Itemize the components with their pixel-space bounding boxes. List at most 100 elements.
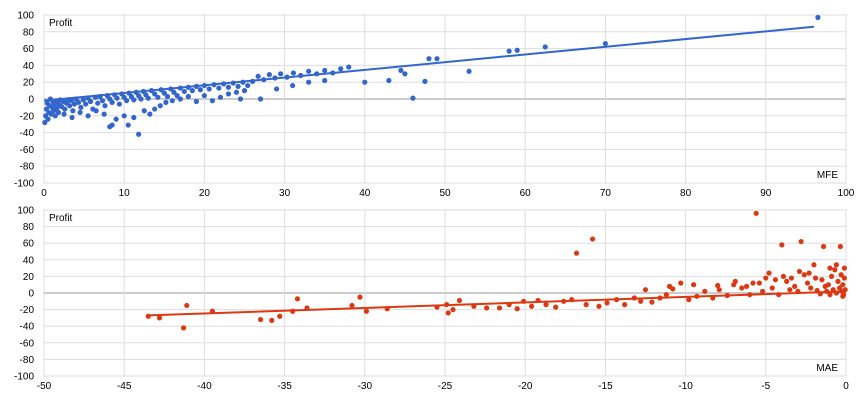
data-point [85, 113, 91, 119]
data-point [796, 268, 803, 275]
data-point [52, 113, 58, 119]
data-point [55, 109, 62, 116]
data-point [294, 296, 301, 302]
data-point [209, 98, 216, 104]
data-point [233, 89, 240, 95]
data-point [145, 95, 151, 101]
data-point [141, 108, 147, 114]
data-point [290, 82, 296, 89]
data-point [180, 325, 187, 331]
data-point [769, 285, 775, 291]
data-point [363, 308, 370, 314]
data-point [833, 262, 839, 268]
data-point [124, 98, 130, 104]
x-tick-label: 0 [843, 381, 849, 392]
data-point [169, 98, 175, 104]
data-point [702, 288, 708, 294]
data-point [116, 101, 122, 107]
y-tick-label: -100 [14, 372, 34, 383]
data-point [362, 79, 368, 85]
data-point [201, 93, 207, 99]
x-tick-label: -15 [598, 381, 613, 392]
data-point [138, 96, 144, 102]
data-point [496, 305, 503, 311]
y-tick-label: 0 [28, 95, 34, 106]
data-point [216, 85, 222, 91]
data-point [840, 293, 846, 299]
data-point [484, 305, 490, 311]
data-point [434, 56, 440, 62]
data-point [792, 283, 798, 289]
data-point [273, 86, 280, 92]
y-tick-label: 20 [23, 272, 35, 283]
data-point [68, 98, 74, 104]
data-point [181, 88, 187, 95]
data-point [604, 300, 610, 306]
data-point [109, 122, 115, 128]
y-tick-label: 60 [23, 44, 35, 55]
y-tick-label: 80 [23, 222, 35, 233]
y-tick-label: -60 [20, 145, 35, 156]
mfe-chart: 100 80 60 40 20 0 -20 -40 -60 -80 -100 0 10 20 30 40 50 6… [14, 11, 855, 200]
data-point [808, 285, 814, 291]
data-point [731, 282, 737, 288]
y-tick-label: 40 [23, 255, 35, 266]
data-point [678, 280, 684, 286]
y-tick-label: -60 [20, 338, 35, 349]
data-point [235, 83, 241, 89]
data-point [838, 272, 844, 278]
data-point [819, 277, 825, 283]
data-point [80, 97, 86, 103]
data-point [638, 298, 644, 304]
data-point [306, 68, 312, 74]
data-point [402, 71, 408, 77]
data-point [398, 67, 404, 74]
y-tick-label: -100 [14, 179, 34, 190]
data-point [691, 282, 697, 288]
data-point [93, 108, 99, 114]
data-point [62, 106, 68, 112]
data-point [225, 84, 232, 90]
data-point [715, 282, 721, 289]
x-tick-label: -40 [197, 381, 212, 392]
y-tick-label: -40 [20, 322, 35, 333]
data-point [95, 100, 101, 106]
data-point [832, 267, 838, 273]
x-tick-label: -10 [678, 381, 693, 392]
data-point [837, 243, 843, 250]
x-tick-label: 10 [119, 188, 131, 199]
data-point [386, 77, 392, 84]
data-point [784, 278, 790, 284]
data-point [77, 109, 83, 116]
data-point [812, 275, 819, 281]
data-point [131, 114, 137, 121]
y-tick-label: 20 [23, 78, 35, 89]
x-tick-label: -45 [117, 381, 132, 392]
data-point [739, 285, 745, 291]
data-point [99, 98, 106, 104]
x-tick-label: 40 [359, 188, 371, 199]
data-point [450, 307, 456, 313]
data-point [686, 297, 692, 303]
data-point [642, 287, 649, 293]
data-point [753, 210, 759, 216]
data-point [157, 103, 163, 109]
data-point [806, 270, 812, 276]
data-point [553, 304, 559, 310]
y-tick-label: -80 [20, 162, 35, 173]
data-point [163, 99, 169, 105]
data-point [61, 111, 67, 117]
y-tick-label: -80 [20, 355, 35, 366]
data-point [801, 272, 807, 278]
data-point [42, 119, 48, 126]
y-tick-label: 40 [23, 61, 35, 72]
data-point [185, 93, 191, 100]
data-point [241, 88, 248, 94]
data-point [445, 310, 451, 316]
y-tick-label: 100 [17, 206, 34, 217]
data-point [426, 56, 432, 62]
data-point [772, 277, 779, 283]
data-point [349, 302, 355, 309]
